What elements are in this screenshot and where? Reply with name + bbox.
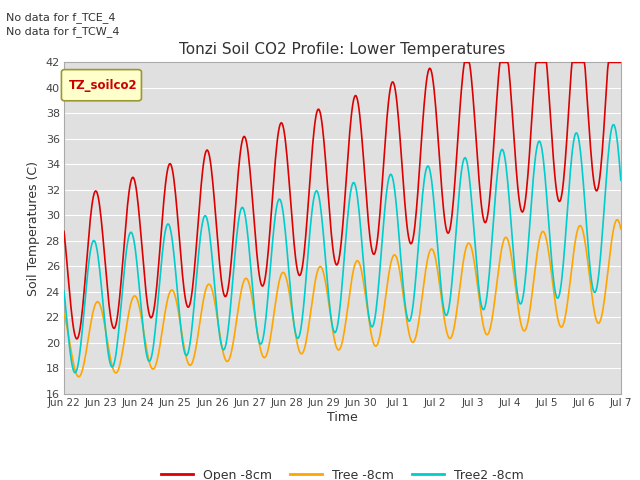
X-axis label: Time: Time	[327, 410, 358, 423]
Text: No data for f_TCE_4: No data for f_TCE_4	[6, 12, 116, 23]
Text: TZ_soilco2: TZ_soilco2	[68, 79, 137, 92]
Y-axis label: Soil Temperatures (C): Soil Temperatures (C)	[27, 160, 40, 296]
Legend: Open -8cm, Tree -8cm, Tree2 -8cm: Open -8cm, Tree -8cm, Tree2 -8cm	[156, 464, 529, 480]
Text: No data for f_TCW_4: No data for f_TCW_4	[6, 26, 120, 37]
Title: Tonzi Soil CO2 Profile: Lower Temperatures: Tonzi Soil CO2 Profile: Lower Temperatur…	[179, 42, 506, 57]
